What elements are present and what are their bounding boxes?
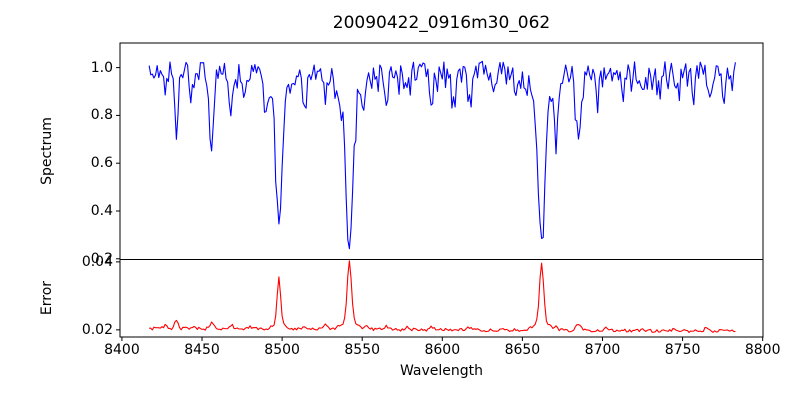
x-tick-label: 8650	[504, 342, 541, 358]
x-tick-label: 8400	[104, 342, 140, 358]
x-axis-label: Wavelength	[399, 363, 484, 379]
chart-title: 20090422_0916m30_062	[332, 13, 551, 33]
y-tick-label: 0.8	[90, 107, 113, 124]
y-tick-label: 0.4	[90, 202, 113, 219]
y-tick-label: 0.02	[81, 321, 113, 338]
x-tick-label: 8750	[664, 342, 701, 358]
x-tick-label: 8550	[344, 342, 381, 358]
y-axis-label-error: Error	[39, 280, 55, 316]
y-tick-label: 0.6	[90, 155, 113, 172]
error-line	[149, 260, 736, 333]
x-tick-label: 8700	[584, 342, 621, 358]
x-tick-label: 8800	[744, 342, 781, 358]
x-tick-label: 8450	[184, 342, 220, 358]
y-axis-label-spectrum: Spectrum	[39, 117, 55, 185]
x-tick-label: 8600	[424, 342, 461, 358]
y-tick-label: 0.2	[90, 250, 113, 267]
x-tick-label: 8500	[264, 342, 300, 358]
axes-frame-error	[119, 259, 764, 338]
y-tick-label: 1.0	[90, 59, 113, 76]
y-tick-label: 0.04	[81, 253, 113, 270]
spectrum-line	[148, 60, 736, 250]
